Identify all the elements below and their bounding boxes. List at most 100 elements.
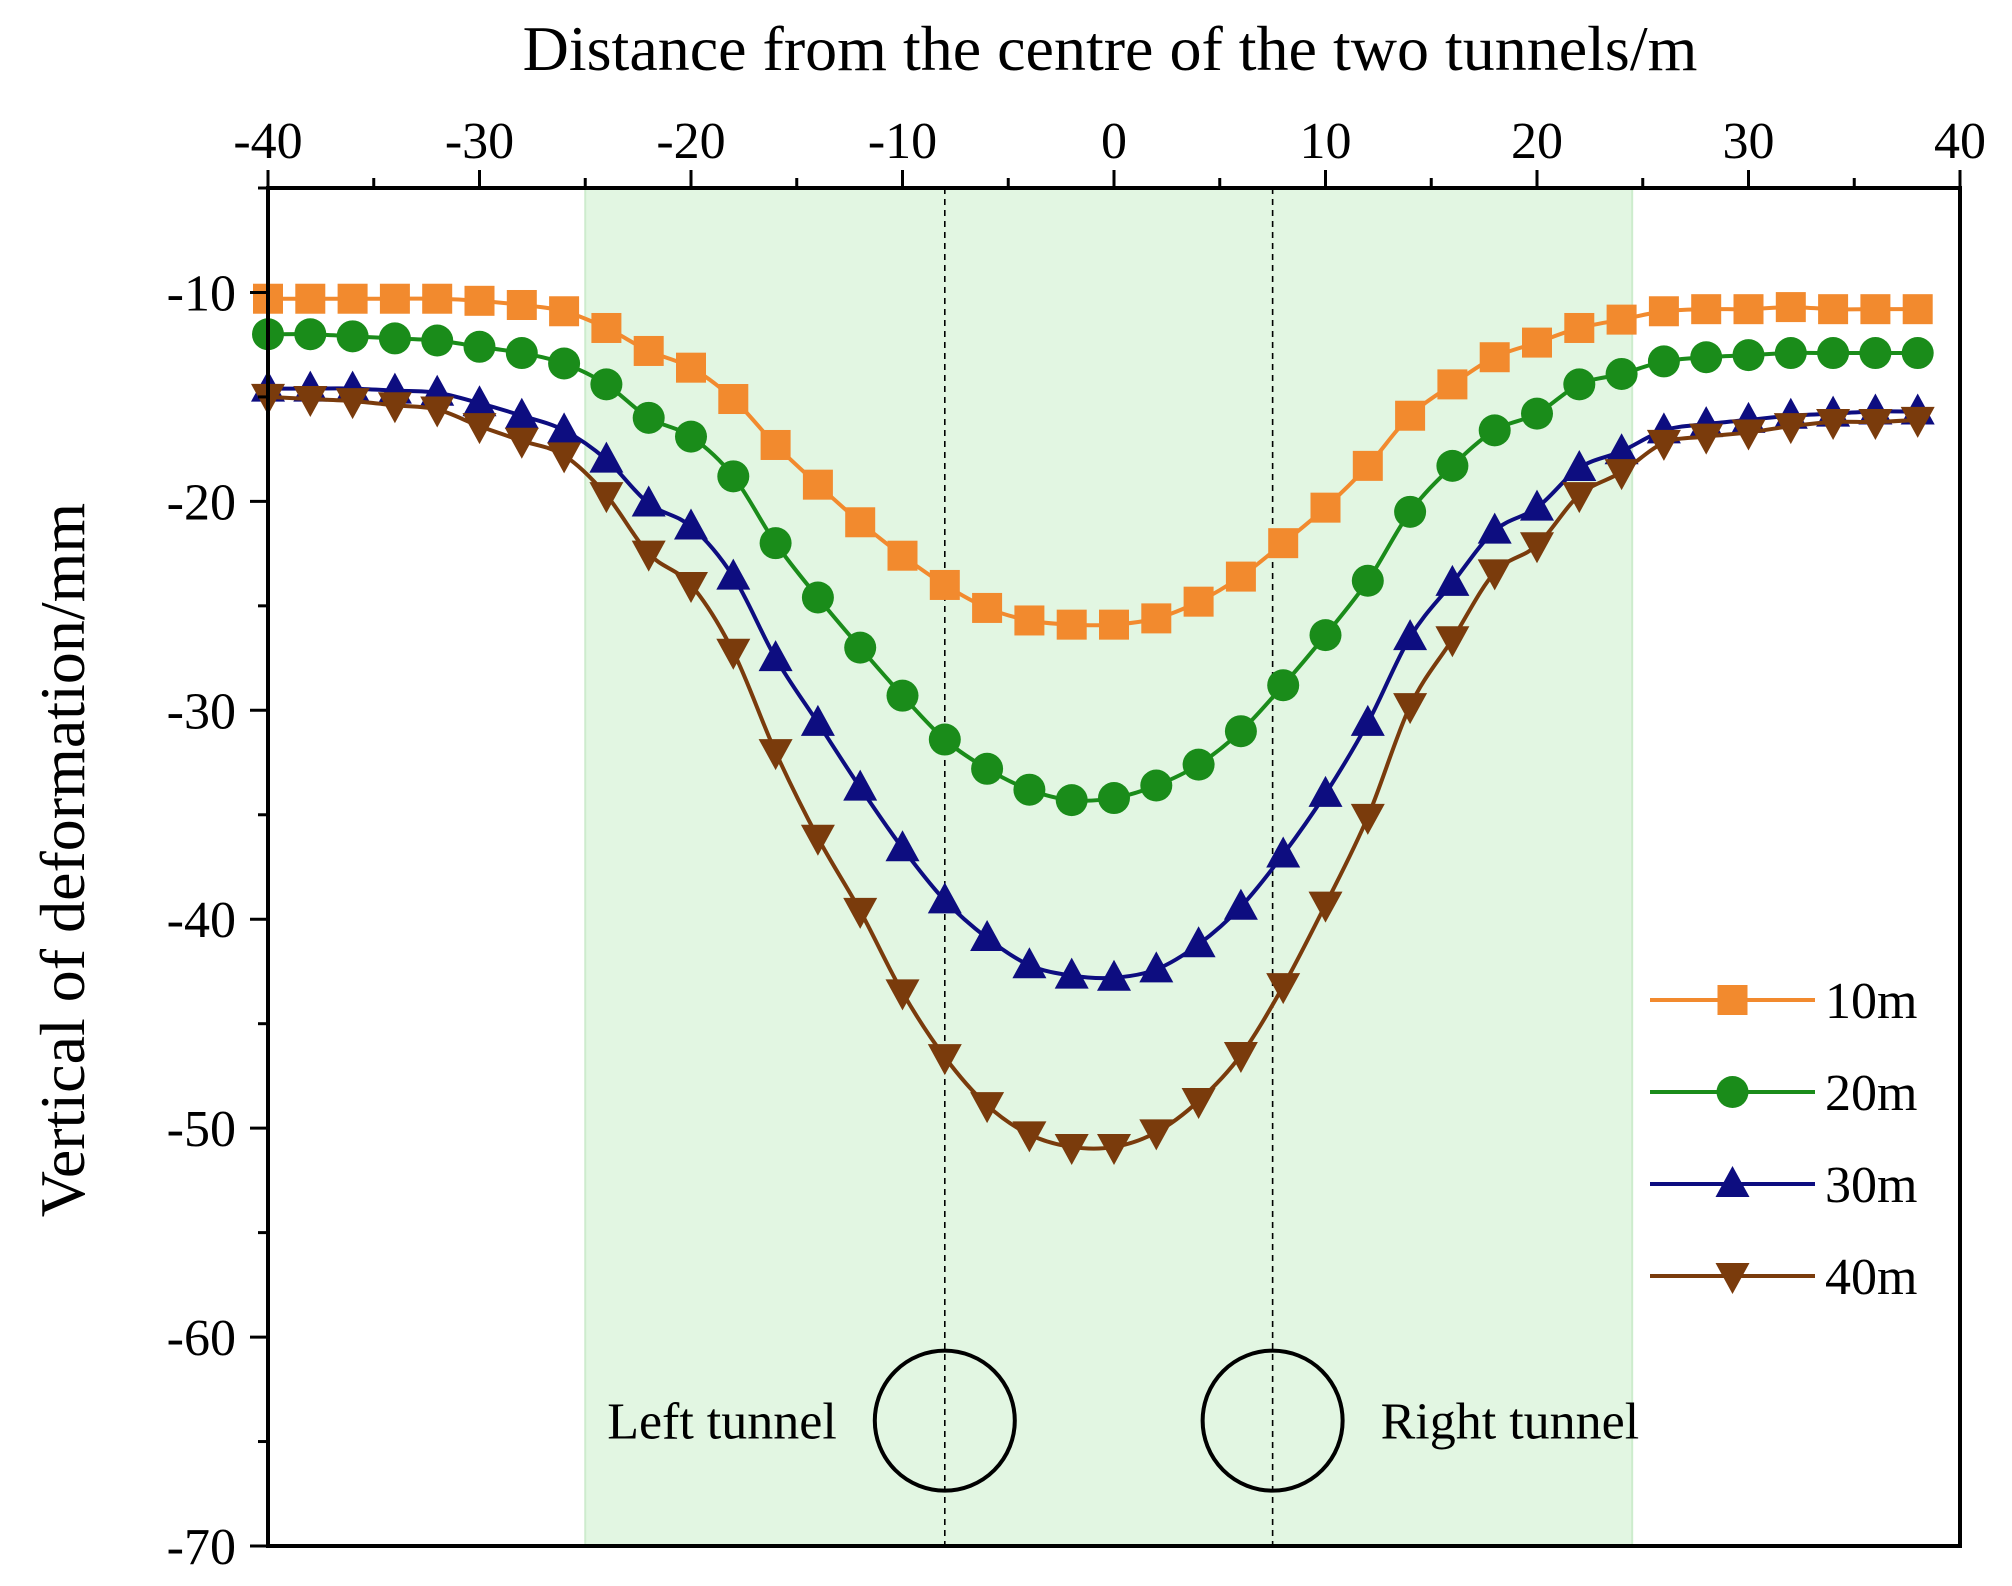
- series-20m: [252, 318, 1934, 817]
- series-10m-point: [845, 507, 876, 538]
- series-20m-point: [294, 318, 327, 351]
- series-40m-point: [1477, 559, 1512, 591]
- legend-marker-40m: [1715, 1263, 1750, 1294]
- series-10m-point: [1014, 605, 1045, 636]
- series-30m-point: [1350, 704, 1385, 736]
- series-40m-point: [1435, 626, 1470, 658]
- series-20m-point: [1013, 773, 1046, 806]
- series-10m-point: [1437, 369, 1468, 400]
- right-tunnel-circle: [1200, 1348, 1345, 1493]
- series-10m-point: [1479, 342, 1510, 373]
- series-10m-point: [1818, 294, 1849, 325]
- series-20m-point: [1521, 397, 1553, 430]
- series-20m-point: [632, 401, 665, 434]
- series-30m-point: [1054, 957, 1089, 989]
- series-30m-point: [970, 920, 1005, 952]
- series-40m-point: [1012, 1121, 1047, 1153]
- legend-label-40m: 40m: [1825, 1249, 1917, 1306]
- series-20m-point: [1351, 564, 1384, 597]
- series-20m-point: [971, 752, 1004, 785]
- series-10m-point: [337, 283, 368, 314]
- left-tunnel-circle: [872, 1348, 1017, 1493]
- series-layer: [251, 283, 1935, 1165]
- series-30m-point: [716, 558, 751, 590]
- legend-marker-30m: [1715, 1166, 1750, 1197]
- series-20m-point: [1182, 748, 1215, 781]
- series-40m: [251, 383, 1935, 1165]
- series-40m-point: [1266, 973, 1301, 1005]
- series-30m-point: [843, 769, 878, 801]
- x-tick-label: -30: [445, 113, 514, 170]
- series-20m-point: [928, 723, 961, 756]
- series-30m-point: [1308, 775, 1343, 807]
- series-40m-point: [1139, 1119, 1174, 1151]
- series-20m-point: [378, 322, 411, 355]
- series-40m-point: [970, 1092, 1005, 1124]
- x-tick-label: 40: [1934, 113, 1986, 170]
- legend-label-30m: 30m: [1825, 1157, 1917, 1214]
- series-10m-point: [1141, 603, 1172, 634]
- series-40m-point: [800, 824, 835, 856]
- series-20m-point: [1732, 339, 1765, 372]
- series-30m-point: [1012, 947, 1047, 979]
- series-40m-point: [716, 638, 751, 670]
- series-10m-point: [1902, 294, 1933, 325]
- series-10m-point: [422, 283, 453, 314]
- series-10m-point: [1268, 528, 1299, 559]
- right-tunnel-label: Right tunnel: [1381, 1394, 1640, 1451]
- series-40m-point: [547, 442, 582, 474]
- series-10m-point: [929, 569, 960, 600]
- series-40m-point: [1646, 429, 1681, 461]
- series-30m-point: [462, 385, 497, 417]
- series-30m-point: [927, 882, 962, 914]
- series-40m-point: [293, 386, 328, 418]
- series-10m-point: [506, 289, 537, 320]
- y-axis-title: Vertical of deformation/mm: [27, 503, 98, 1217]
- series-20m-point: [1901, 337, 1934, 370]
- series-20m-point: [1605, 357, 1638, 390]
- x-tick-label: 20: [1511, 113, 1563, 170]
- series-20m-point: [1309, 619, 1342, 652]
- legend-item-20m: 20m: [1650, 1065, 1917, 1122]
- series-30m-point: [674, 508, 708, 540]
- series-30m-point: [758, 640, 793, 672]
- x-tick-label: 10: [1300, 113, 1352, 170]
- series-40m-point: [589, 482, 624, 514]
- series-40m-point: [377, 392, 412, 424]
- series-40m-point: [1308, 891, 1343, 923]
- series-40m-point: [504, 427, 539, 459]
- y-tick-label: -30: [167, 683, 236, 740]
- series-40m-point: [335, 388, 370, 420]
- series-20m-point: [1140, 769, 1173, 802]
- series-10m-point: [464, 285, 495, 316]
- y-tick-label: -70: [167, 1519, 236, 1576]
- series-30m-point: [1435, 564, 1470, 596]
- series-40m-point: [1054, 1133, 1089, 1165]
- series-40m-point: [1816, 408, 1851, 440]
- series-20m-point: [1647, 345, 1680, 378]
- series-30m-line: [267, 386, 1918, 981]
- series-20m-point: [505, 337, 538, 370]
- x-tick-label: 30: [1723, 113, 1775, 170]
- series-40m-point: [758, 739, 793, 771]
- x-axis-title: Distance from the centre of the two tunn…: [523, 13, 1698, 84]
- series-20m-point: [1859, 337, 1892, 370]
- legend-item-30m: 30m: [1650, 1157, 1917, 1214]
- series-10m-point: [1648, 296, 1679, 327]
- series-10m-point: [802, 469, 833, 500]
- series-30m-point: [885, 830, 920, 862]
- y-tick-label: -60: [167, 1310, 236, 1367]
- y-tick-label: -20: [167, 474, 236, 531]
- series-30m-point: [1181, 926, 1216, 958]
- legend-item-40m: 40m: [1650, 1249, 1917, 1306]
- series-20m-point: [336, 320, 369, 353]
- series-40m-point: [631, 540, 666, 572]
- series-10m-point: [1691, 294, 1722, 325]
- series-20m-point: [717, 460, 750, 493]
- series-40m-point: [674, 571, 708, 603]
- series-20m-point: [1563, 368, 1596, 401]
- series-10m-point: [760, 429, 791, 460]
- series-30m-point: [589, 441, 624, 473]
- series-10m-point: [295, 283, 326, 314]
- series-10m-point: [1352, 450, 1383, 481]
